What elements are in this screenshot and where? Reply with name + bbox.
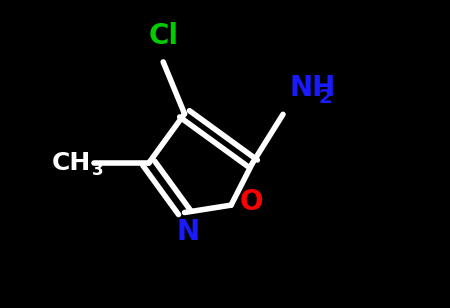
Text: 2: 2 — [318, 88, 332, 107]
Text: 3: 3 — [92, 161, 104, 179]
Text: CH: CH — [51, 151, 91, 175]
Text: NH: NH — [289, 74, 335, 102]
Text: O: O — [239, 188, 263, 216]
Text: N: N — [176, 218, 199, 246]
Text: Cl: Cl — [148, 22, 178, 50]
